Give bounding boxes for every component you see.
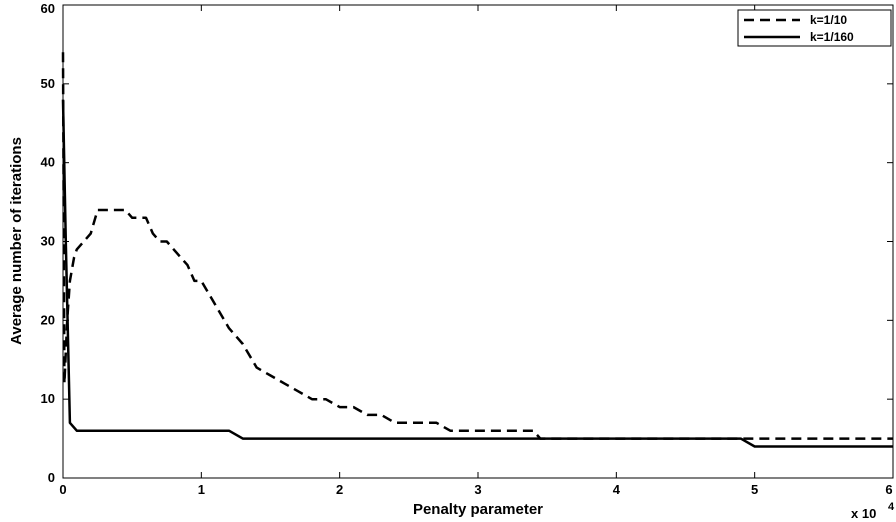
series-layer <box>61 52 893 448</box>
y-tick-label: 20 <box>41 312 55 327</box>
x-tick-label: 4 <box>613 482 621 497</box>
x-tick-label: 1 <box>198 482 205 497</box>
x-tick-label: 0 <box>59 482 66 497</box>
series-line-k-1-10 <box>61 52 893 440</box>
y-axis-label: Average number of iterations <box>8 137 25 345</box>
y-tick-label: 30 <box>41 234 55 249</box>
x-tick-label: 6 <box>885 482 892 497</box>
x-tick-label: 3 <box>474 482 481 497</box>
y-tick-label: 60 <box>41 1 55 16</box>
axis-ticks <box>62 4 894 479</box>
x-tick-label: 5 <box>751 482 758 497</box>
x-tick-label: 2 <box>336 482 343 497</box>
legend-label-k-1-10: k=1/10 <box>810 13 847 27</box>
x-axis-label: Penalty parameter <box>413 501 543 518</box>
series-line-k-1-160 <box>61 99 893 448</box>
legend-label-k-1-160: k=1/160 <box>810 30 854 44</box>
y-tick-label: 40 <box>41 155 55 170</box>
legend: k=1/10 k=1/160 <box>737 9 892 47</box>
plot-area <box>62 4 894 479</box>
x-multiplier-base: x 10 <box>851 506 876 521</box>
y-tick-label: 0 <box>48 470 55 485</box>
y-tick-label: 50 <box>41 76 55 91</box>
x-multiplier-exponent: 4 <box>888 501 895 513</box>
legend-box <box>737 9 892 47</box>
x-multiplier: x 10 4 <box>851 501 895 521</box>
y-tick-label: 10 <box>41 391 55 406</box>
